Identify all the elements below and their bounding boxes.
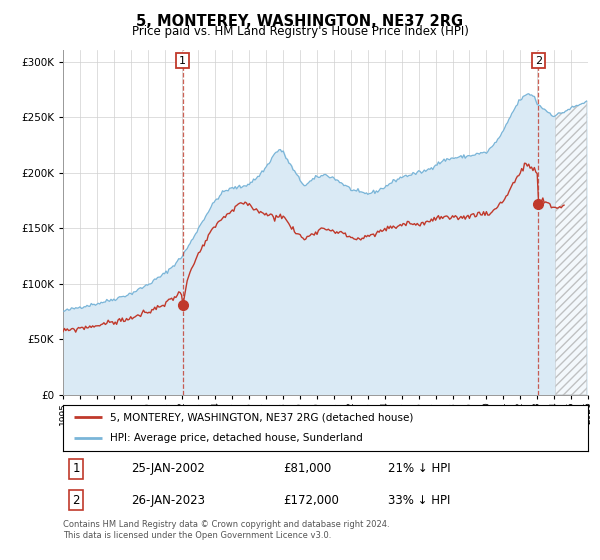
Text: 5, MONTEREY, WASHINGTON, NE37 2RG (detached house): 5, MONTEREY, WASHINGTON, NE37 2RG (detac…: [110, 412, 413, 422]
Text: 1: 1: [179, 55, 186, 66]
Text: £172,000: £172,000: [284, 493, 340, 507]
Text: 26-JAN-2023: 26-JAN-2023: [131, 493, 205, 507]
Text: 33% ↓ HPI: 33% ↓ HPI: [389, 493, 451, 507]
Text: HPI: Average price, detached house, Sunderland: HPI: Average price, detached house, Sund…: [110, 433, 363, 444]
Text: 2: 2: [73, 493, 80, 507]
Text: 2: 2: [535, 55, 542, 66]
Text: 21% ↓ HPI: 21% ↓ HPI: [389, 462, 451, 475]
Text: Price paid vs. HM Land Registry's House Price Index (HPI): Price paid vs. HM Land Registry's House …: [131, 25, 469, 38]
Text: 25-JAN-2002: 25-JAN-2002: [131, 462, 205, 475]
Text: 1: 1: [73, 462, 80, 475]
Text: 5, MONTEREY, WASHINGTON, NE37 2RG: 5, MONTEREY, WASHINGTON, NE37 2RG: [136, 14, 464, 29]
Text: £81,000: £81,000: [284, 462, 332, 475]
Text: Contains HM Land Registry data © Crown copyright and database right 2024.
This d: Contains HM Land Registry data © Crown c…: [63, 520, 389, 540]
